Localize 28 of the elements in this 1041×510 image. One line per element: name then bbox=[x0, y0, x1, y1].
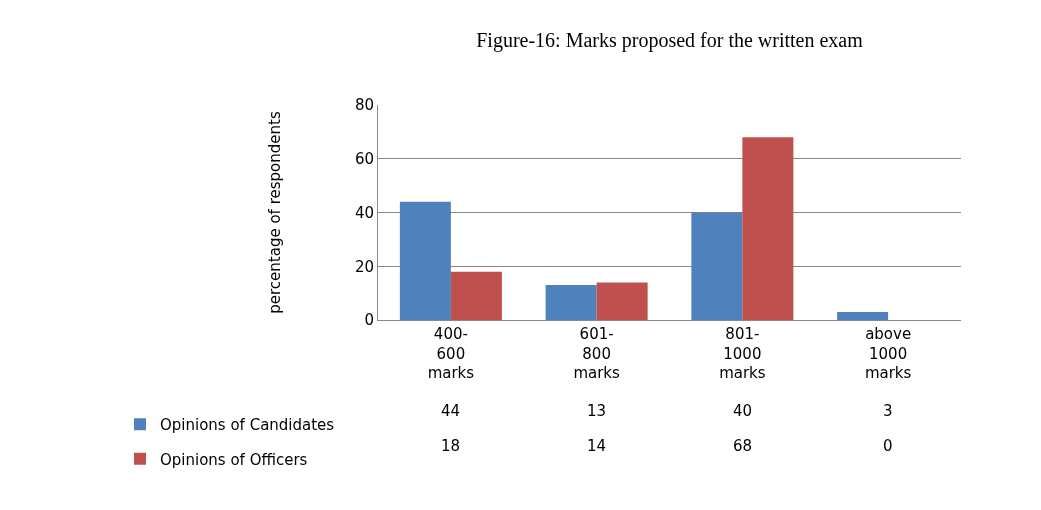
data-label: 3 bbox=[883, 402, 893, 420]
y-tick-label: 20 bbox=[354, 257, 374, 276]
bar bbox=[742, 137, 794, 320]
y-axis-title: percentage of respondents bbox=[266, 111, 285, 314]
bar bbox=[450, 271, 502, 320]
legend-label: Opinions of Candidates bbox=[160, 416, 335, 435]
bar bbox=[691, 212, 743, 320]
legend-label: Opinions of Officers bbox=[160, 450, 308, 469]
chart-title: Figure-16: Marks proposed for the written exam bbox=[476, 29, 864, 52]
x-tick-label: 601-800 marks bbox=[573, 325, 621, 382]
data-label: 18 bbox=[441, 437, 461, 455]
bar bbox=[399, 201, 451, 320]
y-tick-label: 80 bbox=[354, 96, 374, 115]
bar bbox=[545, 285, 597, 320]
data-label: 0 bbox=[883, 437, 893, 455]
data-label: 14 bbox=[587, 437, 607, 455]
data-label: 40 bbox=[733, 402, 753, 420]
bar bbox=[837, 311, 889, 320]
x-tick-label: 400-600 marks bbox=[427, 325, 475, 382]
data-label: 44 bbox=[441, 402, 461, 420]
y-tick-label: 40 bbox=[354, 203, 374, 222]
x-tick-label: above 1000 marks bbox=[864, 325, 912, 382]
data-label: 68 bbox=[733, 437, 753, 455]
bar bbox=[596, 282, 648, 320]
x-tick-label: 801-1000 marks bbox=[719, 325, 766, 382]
y-tick-label: 60 bbox=[354, 150, 374, 168]
y-tick-label: 0 bbox=[364, 311, 374, 330]
data-label: 13 bbox=[587, 402, 607, 420]
